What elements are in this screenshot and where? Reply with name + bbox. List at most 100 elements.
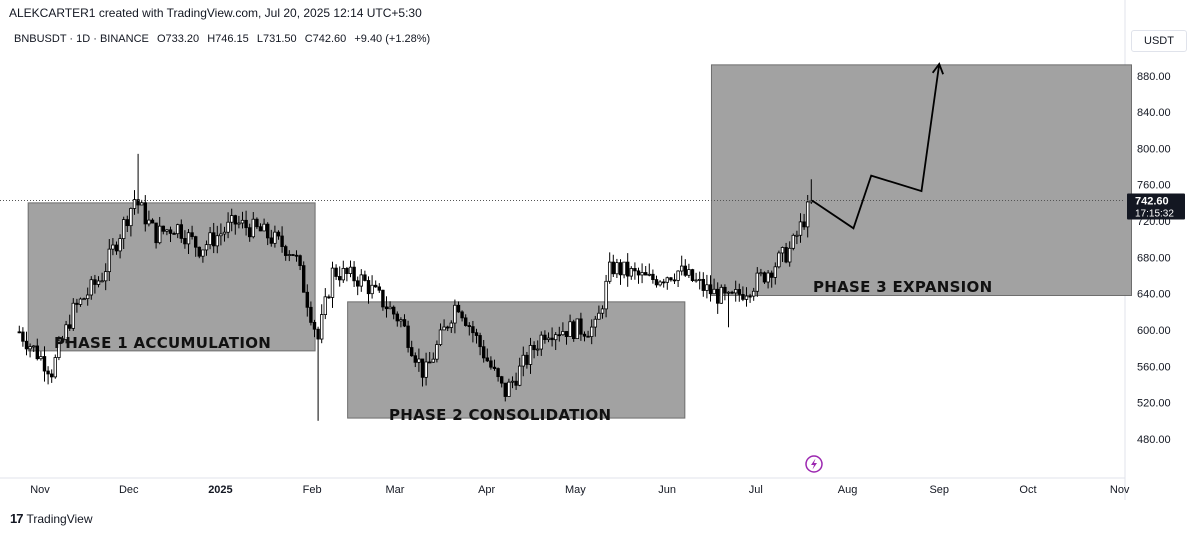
candle [694, 272, 698, 283]
projection-path[interactable] [811, 62, 944, 230]
candle [759, 268, 763, 277]
candle [265, 222, 270, 246]
candle [107, 239, 111, 282]
projection-arrowhead-icon [931, 62, 944, 75]
candle [129, 207, 133, 237]
candle [715, 282, 720, 314]
time-tick-label: Nov [1110, 484, 1130, 496]
symbol-legend: BNBUSDT · 1D · BINANCE O733.20 H746.15 L… [14, 33, 435, 45]
candle [625, 253, 630, 287]
candle [42, 346, 47, 382]
time-axis[interactable]: Nov Dec 2025 Feb Mar Apr May Jun Jul Aug Sep Oct Nov [30, 484, 1130, 496]
candle [741, 286, 745, 302]
candle [366, 276, 371, 304]
candle [712, 278, 716, 295]
candle [147, 210, 151, 227]
candle [49, 369, 54, 383]
candle [226, 212, 230, 239]
phase-label-3: PHASE 3 EXPANSION [813, 278, 992, 296]
projection-line[interactable] [811, 63, 941, 230]
candle [802, 213, 806, 230]
candle [409, 340, 414, 357]
candle [168, 226, 173, 243]
candle [352, 261, 356, 287]
candle [607, 252, 612, 284]
candle [442, 319, 446, 331]
candle [229, 208, 234, 232]
candle [327, 294, 331, 299]
candle [748, 293, 752, 303]
candle [474, 328, 479, 344]
symbol-title[interactable]: BNBUSDT · 1D · BINANCE [14, 33, 149, 45]
candle [658, 280, 662, 287]
candle [93, 274, 97, 294]
currency-selector[interactable]: USDT [1131, 30, 1187, 52]
time-tick-label: Nov [30, 484, 50, 496]
candle [604, 274, 608, 318]
phase-zone-3[interactable] [710, 64, 1133, 296]
candle [330, 261, 335, 308]
candle [215, 225, 219, 254]
phase-label-1: PHASE 1 ACCUMULATION [54, 334, 271, 352]
candle [273, 225, 277, 248]
candle [633, 262, 637, 280]
candle [28, 343, 32, 358]
candle [193, 235, 198, 257]
candle [777, 250, 781, 269]
candle [575, 318, 579, 340]
candle [669, 276, 673, 282]
candle [341, 260, 345, 283]
candle [211, 222, 216, 254]
candle [399, 317, 403, 328]
candle [165, 229, 169, 236]
candle [262, 218, 266, 232]
candle [597, 305, 601, 320]
price-axis[interactable]: 880.00840.00800.00760.00720.00680.00640.… [1137, 71, 1171, 446]
price-tick-label: 640.00 [1137, 289, 1171, 301]
candle [589, 319, 594, 345]
price-tick-label: 680.00 [1137, 252, 1171, 264]
candle [787, 241, 792, 267]
candle [402, 314, 407, 328]
candle [31, 345, 36, 352]
candle [103, 263, 108, 291]
candle [384, 296, 389, 318]
candle [312, 319, 317, 338]
candle [287, 250, 291, 262]
candle [453, 299, 457, 334]
candle [377, 283, 381, 293]
candle [543, 330, 547, 344]
close-value: C742.60 [304, 33, 347, 45]
candle [283, 244, 288, 261]
brand[interactable]: 17 TradingView [10, 511, 93, 526]
candle [640, 263, 644, 284]
chart-credit: ALEKCARTER1 created with TradingView.com… [9, 6, 422, 20]
candle [319, 304, 324, 344]
time-tick-label: Feb [303, 484, 322, 496]
candle [35, 338, 39, 361]
time-tick-label: Oct [1019, 484, 1036, 496]
candle [323, 288, 327, 320]
last-price-marker: 742.60 17:15:32 [1127, 193, 1185, 220]
candle [784, 242, 788, 264]
candle [456, 301, 461, 313]
candle [395, 311, 399, 327]
candle [449, 320, 453, 333]
lightning-icon[interactable] [805, 455, 823, 473]
candle [78, 297, 83, 307]
candle [737, 283, 741, 302]
candle [301, 261, 306, 293]
candle [499, 375, 504, 388]
candle [463, 314, 468, 327]
candle [197, 246, 201, 259]
candle [654, 275, 659, 288]
price-tick-label: 760.00 [1137, 180, 1171, 192]
candle [82, 297, 86, 301]
candlestick-series [17, 153, 813, 421]
candle [478, 332, 482, 356]
candle [751, 287, 756, 301]
time-tick-label: Mar [385, 484, 404, 496]
candle [438, 323, 443, 347]
candle [615, 258, 619, 279]
